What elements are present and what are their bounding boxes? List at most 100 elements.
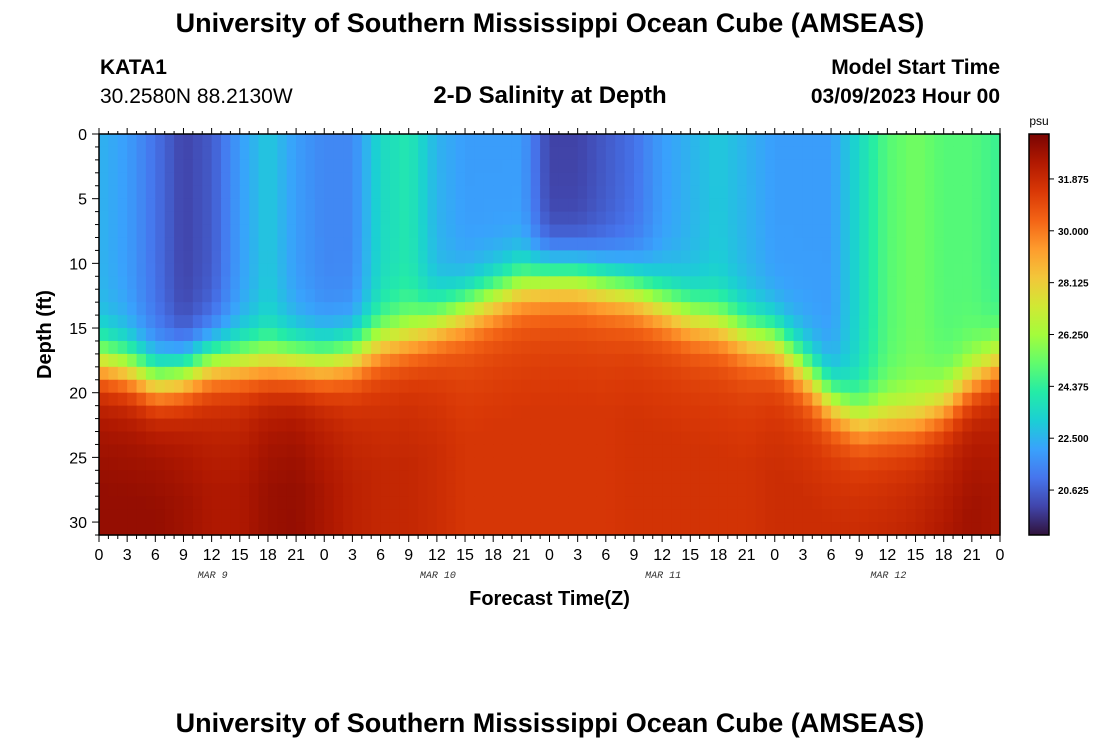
heatmap-cell [249, 366, 260, 381]
heatmap-cell [990, 185, 1001, 200]
heatmap-cell [774, 263, 785, 277]
heatmap-cell [718, 328, 729, 342]
heatmap-cell [671, 522, 682, 536]
heatmap-cell [502, 237, 513, 252]
heatmap-cell [436, 263, 447, 277]
heatmap-cell [577, 276, 588, 290]
heatmap-cell [652, 198, 663, 213]
heatmap-cell [868, 302, 879, 316]
heatmap-cell [615, 392, 626, 407]
heatmap-cell [859, 353, 870, 368]
heatmap-cell [361, 522, 372, 536]
heatmap-cell [643, 159, 654, 174]
heatmap-cell [718, 159, 729, 174]
heatmap-cell [652, 431, 663, 446]
heatmap-cell [868, 159, 879, 174]
heatmap-cell [202, 276, 213, 290]
x-tick-label: 15 [681, 547, 699, 564]
heatmap-cell [680, 418, 691, 433]
heatmap-cell [418, 340, 429, 355]
heatmap-cell [183, 159, 194, 174]
heatmap-cell [202, 405, 213, 420]
heatmap-cell [296, 328, 307, 342]
heatmap-cell [418, 250, 429, 264]
heatmap-cell [286, 263, 297, 277]
heatmap-cell [446, 328, 457, 342]
heatmap-cell [314, 366, 325, 381]
heatmap-cell [108, 379, 119, 394]
heatmap-cell [962, 328, 973, 342]
heatmap-cell [511, 289, 522, 303]
heatmap-cell [249, 250, 260, 264]
heatmap-cell [718, 185, 729, 200]
heatmap-cell [371, 289, 382, 303]
heatmap-cell [633, 211, 644, 226]
heatmap-cell [540, 470, 551, 484]
x-tick-label: 9 [404, 547, 413, 564]
heatmap-cell [934, 496, 945, 510]
heatmap-cell [474, 496, 485, 510]
heatmap-cell [784, 134, 795, 148]
heatmap-cell [774, 224, 785, 239]
heatmap-cell [474, 159, 485, 174]
heatmap-cell [831, 315, 842, 329]
heatmap-cell [343, 302, 354, 316]
heatmap-cell [671, 185, 682, 200]
heatmap-cell [436, 522, 447, 536]
heatmap-cell [108, 237, 119, 252]
heatmap-cell [624, 392, 635, 407]
heatmap-cell [145, 211, 156, 226]
heatmap-cell [380, 134, 391, 148]
heatmap-cell [652, 340, 663, 355]
x-tick-label: 15 [231, 547, 249, 564]
heatmap-cell [483, 457, 494, 471]
heatmap-cell [314, 418, 325, 433]
heatmap-cell [465, 379, 476, 394]
heatmap-cell [117, 185, 128, 200]
heatmap-cell [493, 172, 504, 187]
heatmap-cell [990, 134, 1001, 148]
heatmap-cell [399, 263, 410, 277]
heatmap-cell [483, 366, 494, 381]
heatmap-cell [305, 366, 316, 381]
heatmap-cell [455, 366, 466, 381]
heatmap-cell [474, 276, 485, 290]
heatmap-cell [605, 211, 616, 226]
heatmap-cell [211, 444, 222, 458]
heatmap-cell [474, 457, 485, 471]
heatmap-cell [962, 172, 973, 187]
heatmap-cell [305, 340, 316, 355]
heatmap-cell [896, 224, 907, 239]
heatmap-cell [727, 302, 738, 316]
heatmap-cell [483, 496, 494, 510]
heatmap-cell [587, 340, 598, 355]
heatmap-cell [699, 289, 710, 303]
heatmap-cell [530, 392, 541, 407]
heatmap-cell [136, 431, 147, 446]
heatmap-cell [887, 328, 898, 342]
heatmap-cell [662, 302, 673, 316]
heatmap-cell [709, 211, 720, 226]
heatmap-cell [737, 263, 748, 277]
heatmap-cell [511, 237, 522, 252]
heatmap-cell [662, 263, 673, 277]
heatmap-cell [624, 315, 635, 329]
heatmap-cell [296, 198, 307, 213]
heatmap-cell [615, 405, 626, 420]
heatmap-cell [662, 392, 673, 407]
heatmap-cell [981, 470, 992, 484]
heatmap-cell [286, 134, 297, 148]
heatmap-cell [493, 353, 504, 368]
heatmap-cell [127, 405, 138, 420]
heatmap-cell [868, 224, 879, 239]
heatmap-cell [371, 276, 382, 290]
heatmap-cell [399, 444, 410, 458]
heatmap-cell [821, 198, 832, 213]
heatmap-cell [690, 483, 701, 497]
heatmap-cell [962, 263, 973, 277]
heatmap-cell [202, 483, 213, 497]
heatmap-cell [446, 366, 457, 381]
heatmap-cell [877, 302, 888, 316]
heatmap-cell [211, 302, 222, 316]
heatmap-cell [793, 379, 804, 394]
